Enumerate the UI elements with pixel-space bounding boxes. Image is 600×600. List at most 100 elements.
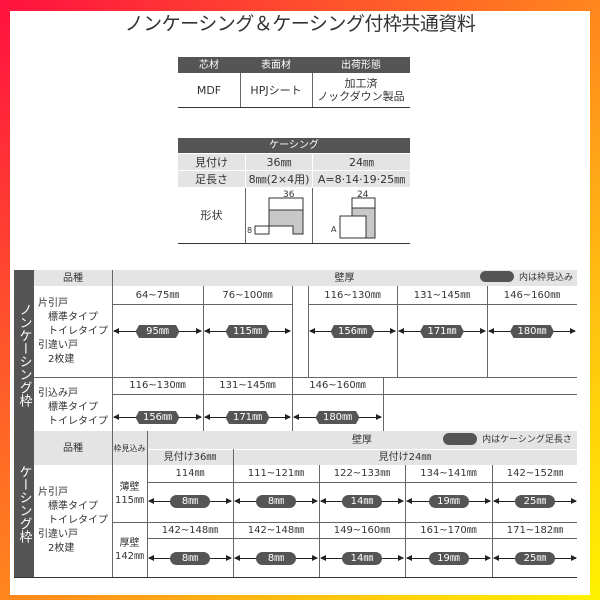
frame-depth-badge: 95㎜ <box>135 325 180 338</box>
divider <box>312 188 313 243</box>
frame-depth-badge: 171㎜ <box>420 325 464 338</box>
casing-leg-badge: 14㎜ <box>342 495 382 508</box>
frame-depth-badge: 156㎜ <box>135 411 180 424</box>
divider <box>492 465 493 577</box>
material-header: 表面材 <box>240 57 312 73</box>
divider <box>308 286 309 377</box>
sub-header-24: 見付け24㎜ <box>233 449 577 465</box>
type-list: 引込み戸 標準タイプ トイレタイプ <box>38 388 108 427</box>
divider <box>112 394 577 395</box>
wall-range: 142~152㎜ <box>506 468 564 479</box>
frame-depth-badge: 180㎜ <box>510 325 554 338</box>
legend-swatch-icon <box>480 271 514 282</box>
frame-depth-badge: 156㎜ <box>330 325 375 338</box>
fig-b-side: A <box>331 225 337 234</box>
spec-value-36: 36㎜ <box>246 154 312 170</box>
casing-leg-badge: 14㎜ <box>342 552 382 565</box>
thick-wall-label: 厚壁 142㎜ <box>114 537 145 562</box>
wall-range: 171~182㎜ <box>506 524 564 536</box>
table-bottom <box>178 107 410 108</box>
casing-leg-badge: 25㎜ <box>515 552 555 565</box>
legend-text: 内はケーシング足長さ <box>482 434 572 445</box>
fig-a-side: 8 <box>247 226 252 235</box>
casing-leg-badge: 25㎜ <box>515 495 555 508</box>
section-bottom <box>14 577 577 578</box>
material-value: HPJシート <box>250 83 302 97</box>
casing-36-figure-icon <box>254 197 304 235</box>
casing-leg-badge: 19㎜ <box>428 552 469 565</box>
casing-leg-badge: 19㎜ <box>428 495 469 508</box>
casing-leg-badge: 8㎜ <box>170 495 210 508</box>
divider <box>112 522 577 523</box>
casing-header: ケーシング <box>178 138 410 153</box>
divider <box>112 304 292 305</box>
spec-value-24: A=8·14·19·25㎜ <box>313 171 410 187</box>
divider <box>147 482 577 483</box>
wall-range: 122~133㎜ <box>333 468 391 479</box>
col-wall-header: 壁厚 <box>112 270 577 286</box>
divider <box>203 377 204 439</box>
wall-range: 131~145㎜ <box>413 289 471 301</box>
casing-24-figure-icon <box>339 197 376 239</box>
divider <box>147 431 148 577</box>
material-header: 芯材 <box>178 57 240 73</box>
divider <box>34 377 577 378</box>
content-area <box>10 11 590 595</box>
wall-range: 146~160㎜ <box>309 380 366 391</box>
col-type-header: 品種 <box>34 270 112 286</box>
divider <box>308 304 577 305</box>
wall-range: 146~160㎜ <box>503 289 561 301</box>
frame-depth-badge: 171㎜ <box>225 411 270 424</box>
divider <box>292 286 293 377</box>
divider <box>233 449 234 465</box>
divider <box>203 286 204 377</box>
wall-range: 111~121㎜ <box>247 468 305 479</box>
wall-range: 114㎜ <box>175 468 205 479</box>
casing-side-label: ケーシング枠 <box>14 431 34 577</box>
wall-range: 116~130㎜ <box>129 380 186 391</box>
wall-range: 134~141㎜ <box>420 468 477 479</box>
divider <box>112 270 113 439</box>
divider <box>292 377 293 439</box>
material-value: 加工済 ノックダウン製品 <box>317 77 405 103</box>
wall-range: 149~160㎜ <box>333 524 391 536</box>
frame-depth-badge: 115㎜ <box>225 325 270 338</box>
page-title: ノンケーシング＆ケーシング付枠共通資料 <box>124 13 476 35</box>
casing-shape-figures: 36 8 24 A <box>247 190 376 239</box>
wall-range: 142~148㎜ <box>247 524 305 536</box>
material-header: 出荷形態 <box>312 57 410 73</box>
divider <box>245 188 246 243</box>
divider <box>312 73 313 107</box>
type-list: 片引戸 標準タイプ トイレタイプ 引違い戸 2枚建 <box>38 487 108 554</box>
spec-value-24: 24㎜ <box>313 154 410 170</box>
divider <box>405 465 406 577</box>
divider <box>319 465 320 577</box>
casing-leg-badge: 8㎜ <box>170 552 210 565</box>
wall-range: 76~100㎜ <box>222 289 273 301</box>
divider <box>397 286 398 377</box>
divider <box>147 449 577 450</box>
sub-header-36: 見付け36㎜ <box>147 449 233 465</box>
wall-range: 64~75㎜ <box>135 289 180 301</box>
divider <box>487 286 488 377</box>
spec-label: 見付け <box>178 154 245 170</box>
wall-range: 161~170㎜ <box>420 524 477 536</box>
type-list: 片引戸 標準タイプ トイレタイプ 引違い戸 2枚建 <box>38 297 108 365</box>
fig-b-dim: 24 <box>357 190 369 200</box>
casing-leg-badge: 8㎜ <box>256 552 296 565</box>
spec-label: 足長さ <box>178 171 245 187</box>
divider <box>240 73 241 107</box>
frame-depth-badge: 180㎜ <box>315 411 360 424</box>
casing-leg-badge: 8㎜ <box>256 495 296 508</box>
legend-text: 内は枠見込み <box>518 272 573 283</box>
col-type-header: 品種 <box>34 431 112 465</box>
legend-swatch-icon <box>443 433 477 445</box>
divider <box>112 431 113 577</box>
spec-value-36: 8㎜(2×4用) <box>246 171 312 187</box>
divider <box>383 377 384 439</box>
wall-range: 131~145㎜ <box>219 380 276 391</box>
fig-a-dim: 36 <box>283 190 295 200</box>
col-frame-header: 枠見込み <box>112 431 147 465</box>
table-bottom <box>178 243 410 244</box>
